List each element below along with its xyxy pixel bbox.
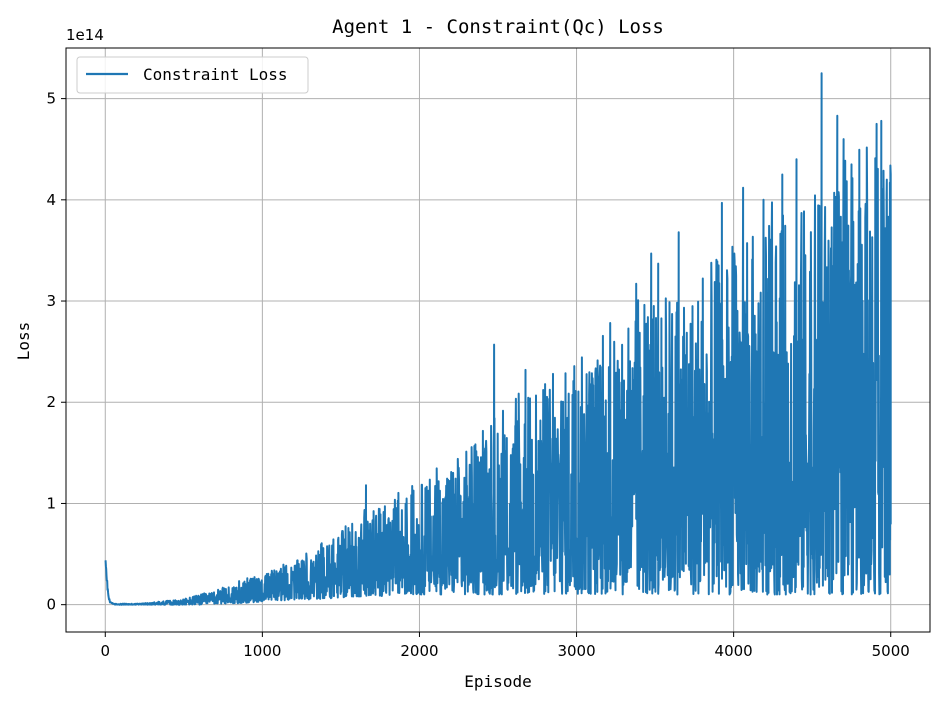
y-tick-label: 4	[46, 191, 56, 209]
x-tick-label: 4000	[715, 642, 753, 660]
legend: Constraint Loss	[76, 56, 309, 94]
legend-box	[76, 56, 309, 94]
x-tick-label: 2000	[400, 642, 438, 660]
x-tick-label: 0	[100, 642, 110, 660]
x-axis-label: Episode	[464, 672, 531, 691]
legend-label: Constraint Loss	[143, 65, 288, 84]
series-line-constraint-loss	[104, 72, 892, 606]
tick-layer: 0 1000 2000 3000 4000 5000 0 1 2 3 4 5	[46, 90, 909, 660]
plot-frame	[65, 47, 931, 633]
y-tick-label: 1	[46, 494, 56, 512]
series-line-layer	[104, 72, 892, 606]
y-tick-label: 3	[46, 292, 56, 310]
y-tick-label: 5	[46, 90, 56, 108]
x-tick-label: 5000	[872, 642, 910, 660]
x-tick-label: 1000	[243, 642, 281, 660]
y-axis-label: Loss	[14, 322, 33, 361]
x-tick-label: 3000	[557, 642, 595, 660]
y-tick-label: 2	[46, 393, 56, 411]
chart-title: Agent 1 - Constraint(Qc) Loss	[332, 16, 664, 38]
y-tick-label: 0	[46, 596, 56, 614]
y-offset-text: 1e14	[66, 26, 104, 44]
